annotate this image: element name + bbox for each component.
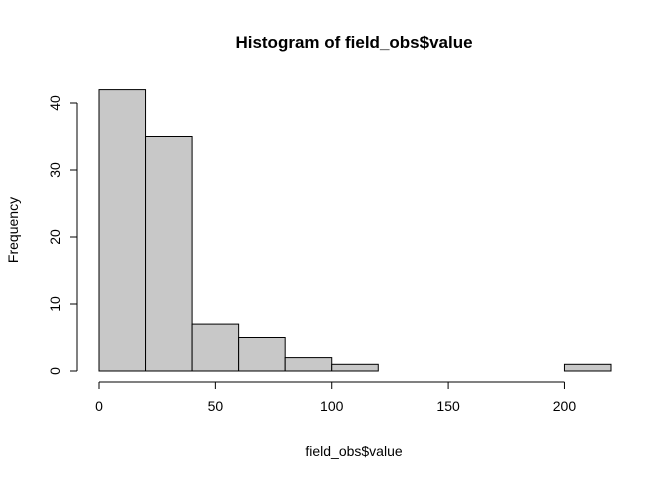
y-tick-label-4: 40 — [47, 95, 63, 111]
y-tick-label-3: 30 — [47, 162, 63, 178]
x-axis: 0 50 100 150 200 — [95, 381, 577, 414]
x-tick-label-4: 200 — [553, 398, 577, 414]
histogram-bar-5 — [331, 363, 379, 372]
histogram-bar-0 — [98, 89, 147, 372]
histogram-bar-2 — [191, 323, 240, 372]
histogram-bar-10 — [563, 363, 612, 372]
x-tick-label-1: 50 — [208, 398, 224, 414]
histogram-bar-1 — [145, 136, 193, 372]
x-axis-label: field_obs$value — [305, 443, 403, 459]
histogram-bars — [98, 89, 612, 372]
chart-title: Histogram of field_obs$value — [235, 33, 472, 52]
histogram-bar-4 — [284, 357, 333, 372]
x-tick-label-3: 150 — [436, 398, 460, 414]
x-tick-label-0: 0 — [95, 398, 103, 414]
y-axis: 0 10 20 30 40 — [47, 95, 78, 375]
y-tick-label-1: 10 — [47, 296, 63, 312]
x-tick-label-2: 100 — [320, 398, 344, 414]
y-tick-label-2: 20 — [47, 229, 63, 245]
y-tick-label-0: 0 — [47, 367, 63, 375]
y-axis-label: Frequency — [5, 197, 21, 263]
histogram-bar-3 — [238, 337, 286, 372]
